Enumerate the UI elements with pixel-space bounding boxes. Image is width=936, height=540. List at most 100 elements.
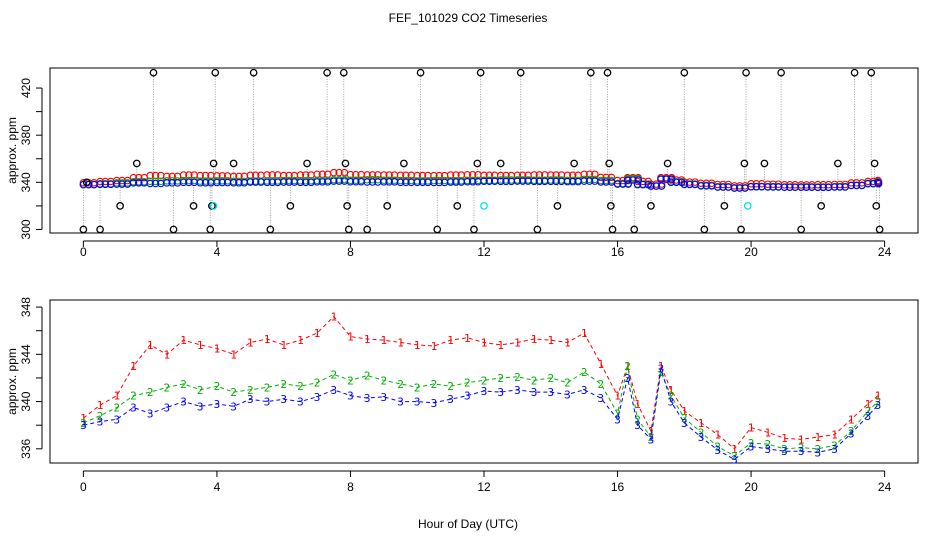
series-3-point [814, 183, 822, 192]
series-1-marker: 1 [264, 333, 271, 346]
series-3-marker: 3 [381, 391, 388, 404]
series-3-marker: 3 [668, 396, 675, 409]
series-1-point [185, 171, 193, 179]
series-3-point [96, 180, 104, 189]
series-2-marker: 2 [681, 412, 688, 425]
series-1-marker: 1 [197, 339, 204, 352]
series-3-point [769, 183, 777, 191]
series-3-marker: 3 [97, 416, 104, 429]
series-3-marker: 3 [624, 372, 631, 385]
series-2-marker: 2 [668, 390, 675, 403]
series-3-point [246, 178, 255, 186]
series-3-marker: 3 [514, 384, 521, 397]
x-tick-label: 20 [744, 245, 758, 259]
series-3-marker: 3 [197, 400, 204, 413]
reference-point [496, 159, 505, 168]
reference-point [383, 202, 392, 210]
series-1-point [335, 168, 343, 177]
series-3-point [530, 177, 538, 186]
series-2-marker: 2 [130, 390, 137, 403]
x-tick-label: 24 [878, 245, 892, 259]
series-2-marker: 2 [464, 377, 471, 390]
series-3-marker: 3 [865, 410, 872, 423]
reference-point [206, 225, 215, 234]
series-3-marker: 3 [481, 385, 488, 398]
series-1-point [468, 171, 477, 179]
series-3-point [513, 177, 522, 185]
series-3-point [163, 179, 171, 187]
series-3-marker: 3 [648, 433, 655, 446]
x-tick-label: 16 [611, 480, 625, 494]
series-1-point [330, 168, 338, 177]
series-3-point [780, 183, 789, 192]
series-1-marker: 1 [214, 342, 221, 355]
reference-point [850, 68, 859, 77]
series-3-point [151, 179, 160, 188]
reference-point [363, 225, 372, 234]
series-1-marker: 1 [547, 334, 554, 347]
y-axis-title: approx. ppm [5, 117, 19, 184]
series-2-marker: 2 [230, 386, 237, 399]
series-1-marker: 1 [714, 429, 721, 442]
series-3-point [623, 176, 632, 184]
series-1-point [602, 173, 610, 182]
series-1-marker: 1 [731, 443, 738, 456]
series-3-point [702, 182, 711, 190]
reference-point [742, 68, 750, 77]
series-3-marker: 3 [147, 407, 154, 420]
series-3-marker: 3 [347, 390, 354, 403]
series-1-marker: 1 [875, 390, 882, 403]
reference-point [647, 202, 655, 210]
series-2-marker: 2 [614, 407, 621, 420]
series-3-point [680, 180, 689, 189]
reference-point [867, 68, 876, 77]
series-3-point [786, 183, 794, 192]
series-3-point [385, 178, 393, 186]
series-3-point [597, 178, 605, 186]
series-1-marker: 1 [414, 339, 421, 352]
series-3-point [146, 179, 154, 188]
reference-point [737, 225, 745, 234]
highlight-point [209, 202, 218, 210]
series-2-marker: 2 [564, 377, 571, 390]
series-3-marker: 3 [547, 386, 554, 399]
reference-point [870, 159, 879, 168]
series-3-point [547, 177, 555, 186]
x-tick-label: 8 [347, 245, 354, 259]
reference-point [433, 225, 442, 234]
y-tick-label: 380 [19, 125, 33, 145]
series-3-point [318, 178, 327, 186]
series-1-marker: 1 [497, 339, 504, 352]
x-tick-label: 0 [80, 245, 87, 259]
series-3-point [672, 178, 681, 187]
y-tick-label: 300 [19, 219, 33, 239]
series-2-marker: 2 [497, 372, 504, 385]
reference-point [605, 159, 614, 168]
series-3-marker: 3 [497, 386, 504, 399]
series-1-point [196, 171, 204, 180]
series-3-marker: 3 [280, 393, 287, 406]
series-3-marker: 3 [798, 445, 805, 458]
series-1-marker: 1 [97, 399, 104, 412]
series-2-marker: 2 [748, 437, 755, 450]
series-1-marker: 1 [564, 337, 571, 350]
series-3-marker: 3 [247, 393, 254, 406]
series-1-marker: 1 [764, 426, 771, 439]
reference-point [96, 225, 104, 234]
reference-point [400, 159, 408, 168]
reference-point [570, 159, 578, 168]
reference-point [760, 159, 769, 168]
series-3-point [452, 178, 460, 186]
series-3-point [235, 179, 243, 187]
series-3-point [201, 179, 210, 187]
reference-point [608, 225, 617, 234]
series-3-point [735, 184, 744, 192]
series-3-point [485, 177, 494, 186]
series-3-marker: 3 [581, 384, 588, 397]
reference-point [875, 225, 884, 234]
series-2-marker: 2 [658, 366, 665, 379]
series-2-marker: 2 [581, 366, 588, 379]
series-3-point [196, 179, 204, 187]
series-1-marker: 1 [681, 405, 688, 418]
